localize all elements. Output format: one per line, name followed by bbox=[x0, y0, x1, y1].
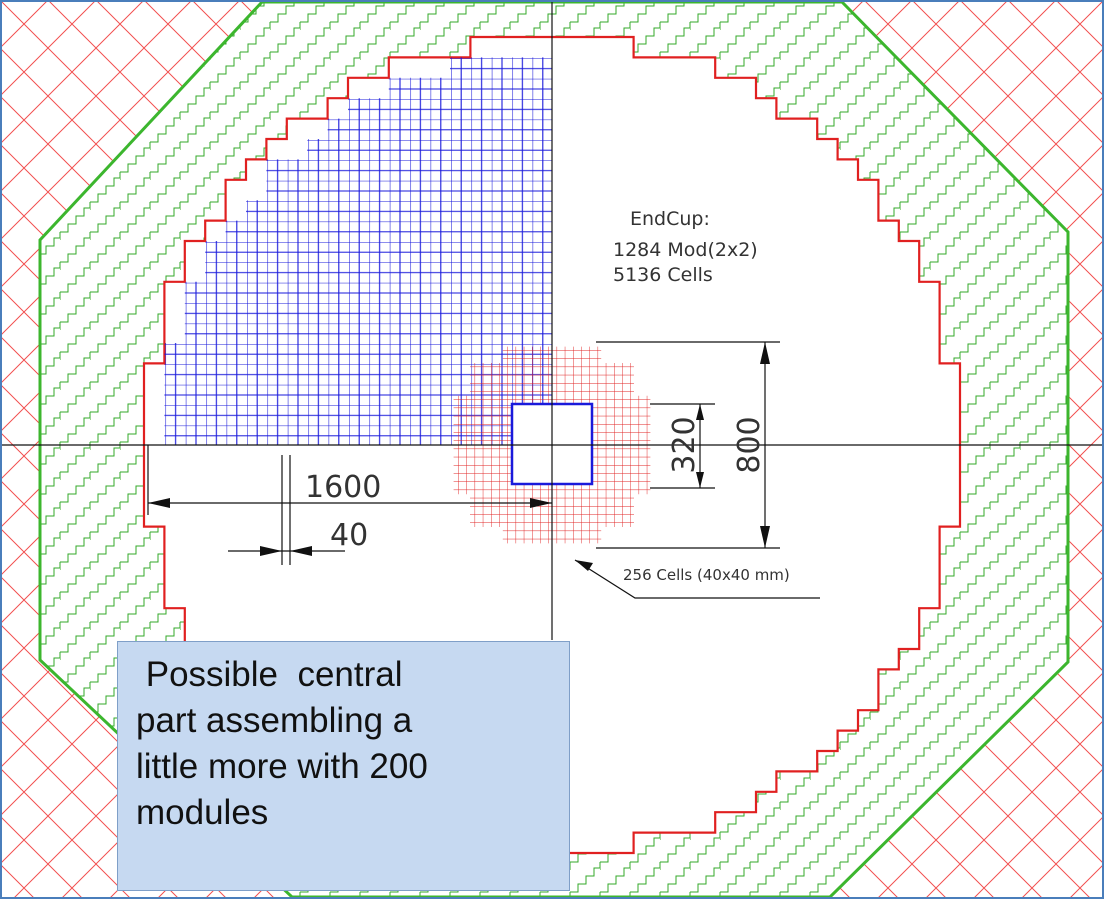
callout-line: Possible central bbox=[136, 655, 403, 694]
callout-line: little more with 200 bbox=[136, 747, 428, 786]
endcap-title: EndCup: bbox=[630, 208, 710, 230]
callout-line: modules bbox=[136, 793, 269, 832]
endcap-modules: 1284 Mod(2x2) bbox=[613, 239, 758, 261]
endcap-cells: 5136 Cells bbox=[613, 264, 713, 286]
dim-radius: 1600 bbox=[305, 470, 381, 505]
callout-line: part assembling a bbox=[136, 701, 413, 740]
arrows bbox=[148, 342, 770, 571]
axes bbox=[0, 0, 1104, 640]
central-label: 256 Cells (40x40 mm) bbox=[623, 566, 790, 584]
callout: Possible central part assembling a littl… bbox=[117, 641, 570, 891]
dim-cell: 40 bbox=[330, 518, 368, 553]
dim-inner: 320 bbox=[667, 416, 702, 473]
dim-outer: 800 bbox=[732, 416, 767, 473]
